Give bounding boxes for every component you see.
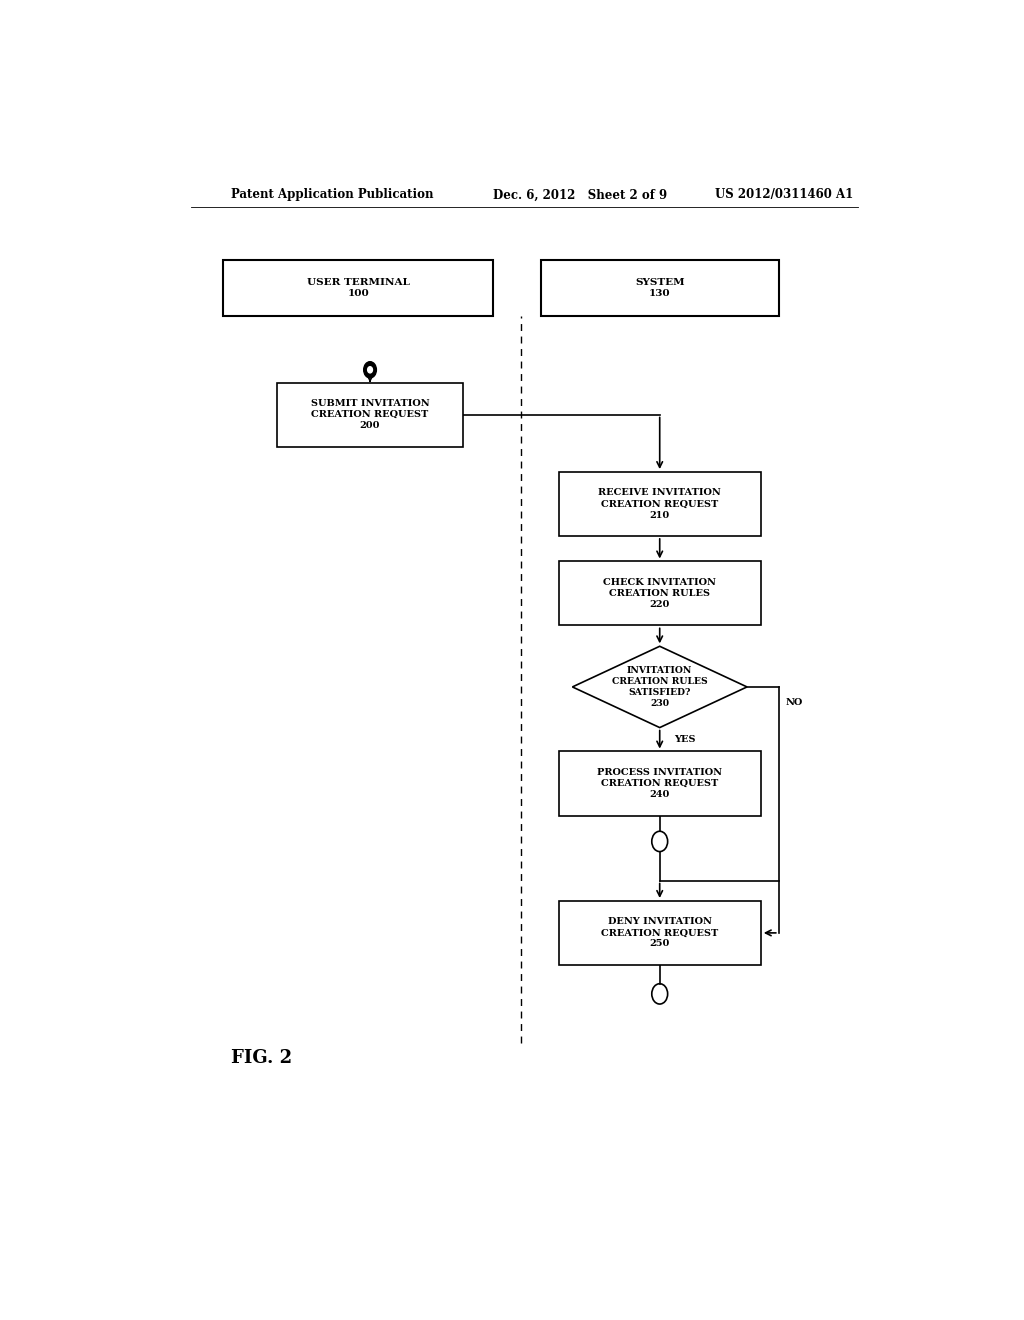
Text: RECEIVE INVITATION
CREATION REQUEST
210: RECEIVE INVITATION CREATION REQUEST 210 bbox=[598, 488, 721, 520]
Text: CHECK INVITATION
CREATION RULES
220: CHECK INVITATION CREATION RULES 220 bbox=[603, 578, 716, 609]
Text: YES: YES bbox=[674, 735, 695, 744]
Text: PROCESS INVITATION
CREATION REQUEST
240: PROCESS INVITATION CREATION REQUEST 240 bbox=[597, 768, 722, 799]
Text: DENY INVITATION
CREATION REQUEST
250: DENY INVITATION CREATION REQUEST 250 bbox=[601, 917, 719, 949]
FancyBboxPatch shape bbox=[558, 751, 761, 816]
Text: US 2012/0311460 A1: US 2012/0311460 A1 bbox=[715, 189, 854, 202]
Text: FIG. 2: FIG. 2 bbox=[231, 1049, 292, 1067]
FancyBboxPatch shape bbox=[223, 260, 494, 315]
Circle shape bbox=[368, 367, 373, 374]
Text: SYSTEM
130: SYSTEM 130 bbox=[635, 277, 684, 298]
Text: Patent Application Publication: Patent Application Publication bbox=[231, 189, 434, 202]
Text: USER TERMINAL
100: USER TERMINAL 100 bbox=[307, 277, 410, 298]
Text: INVITATION
CREATION RULES
SATISFIED?
230: INVITATION CREATION RULES SATISFIED? 230 bbox=[612, 665, 708, 708]
FancyBboxPatch shape bbox=[276, 383, 463, 446]
Text: SUBMIT INVITATION
CREATION REQUEST
200: SUBMIT INVITATION CREATION REQUEST 200 bbox=[310, 399, 429, 430]
FancyBboxPatch shape bbox=[558, 900, 761, 965]
FancyBboxPatch shape bbox=[541, 260, 779, 315]
Polygon shape bbox=[572, 647, 748, 727]
FancyBboxPatch shape bbox=[558, 473, 761, 536]
FancyBboxPatch shape bbox=[558, 561, 761, 626]
Text: NO: NO bbox=[785, 698, 803, 706]
Circle shape bbox=[364, 362, 377, 378]
Text: Dec. 6, 2012   Sheet 2 of 9: Dec. 6, 2012 Sheet 2 of 9 bbox=[494, 189, 668, 202]
